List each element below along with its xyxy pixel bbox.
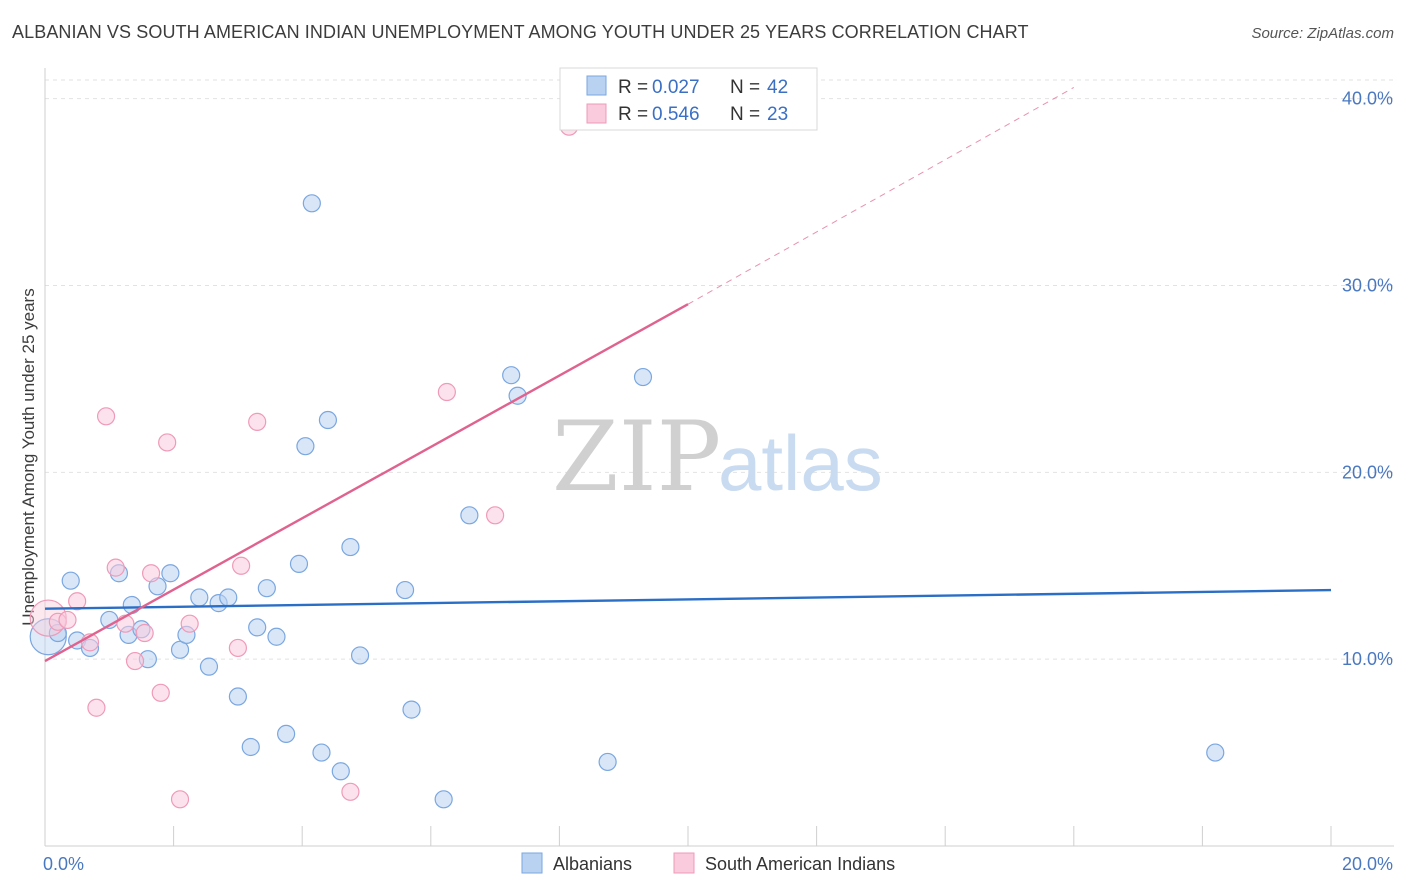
point-south-american-indians — [106, 558, 125, 577]
source-label: Source: ZipAtlas.com — [1251, 25, 1394, 42]
legend-r-label-albanians: R = — [618, 77, 648, 98]
y-tick-label: 20.0% — [1342, 462, 1393, 482]
point-albanians — [257, 579, 276, 598]
point-albanians — [402, 700, 421, 719]
point-south-american-indians — [125, 651, 145, 671]
trend-line-south-american-indians — [44, 303, 689, 663]
y-axis-title: Unemployment Among Youth under 25 years — [19, 288, 38, 625]
point-south-american-indians — [170, 790, 190, 809]
legend-n-label-albanians: N = — [730, 77, 760, 98]
point-south-american-indians — [87, 698, 106, 717]
data-points — [29, 117, 1225, 809]
point-south-american-indians — [135, 623, 154, 643]
legend-n-value-albanians: 42 — [767, 77, 788, 98]
watermark-zip: ZIP — [552, 401, 721, 513]
bottom-legend-label-albanians: Albanians — [553, 854, 632, 874]
point-albanians — [296, 437, 315, 456]
point-albanians — [331, 762, 350, 781]
legend-box: R = 0.027 N = 42 R = 0.546 N = 23 — [559, 67, 818, 131]
point-albanians — [434, 790, 453, 809]
point-south-american-indians — [68, 592, 87, 611]
point-albanians — [219, 588, 238, 607]
bottom-legend-label-south-american-indians: South American Indians — [705, 854, 895, 874]
chart-title: ALBANIAN VS SOUTH AMERICAN INDIAN UNEMPL… — [12, 22, 1029, 42]
point-albanians — [350, 646, 370, 665]
point-albanians — [277, 724, 296, 744]
point-albanians — [341, 537, 360, 557]
legend-r-value-south-american-indians: 0.546 — [652, 104, 700, 125]
point-south-american-indians — [96, 407, 116, 426]
point-albanians — [170, 640, 190, 659]
legend-n-value-south-american-indians: 23 — [767, 104, 788, 125]
legend-r-label-south-american-indians: R = — [618, 104, 648, 125]
x-ticks: 0.0% 20.0% — [43, 826, 1393, 874]
point-albanians — [241, 737, 260, 757]
point-south-american-indians — [437, 382, 456, 402]
y-ticks: 10.0% 20.0% 30.0% 40.0% — [1342, 89, 1393, 669]
watermark: ZIP atlas — [552, 401, 883, 513]
point-albanians — [502, 366, 521, 385]
point-albanians — [395, 580, 415, 600]
y-tick-label: 40.0% — [1342, 89, 1393, 109]
point-albanians — [267, 627, 286, 646]
y-tick-label: 30.0% — [1342, 276, 1393, 296]
point-south-american-indians — [248, 412, 267, 431]
trend-lines — [44, 87, 1332, 663]
point-albanians — [61, 571, 80, 590]
bottom-legend-swatch-south-american-indians — [673, 852, 695, 874]
point-south-american-indians — [151, 683, 170, 702]
point-albanians — [122, 595, 141, 615]
trend-line-extension-south-american-indians — [687, 87, 1075, 305]
point-albanians — [302, 194, 321, 213]
legend-swatch-south-american-indians — [586, 103, 607, 124]
point-albanians — [312, 743, 331, 762]
point-albanians — [190, 588, 209, 607]
bottom-legend: Albanians South American Indians — [521, 852, 895, 874]
legend-swatch-albanians — [586, 75, 607, 96]
x-tick-label: 0.0% — [43, 854, 84, 874]
bottom-legend-swatch-albanians — [521, 852, 543, 874]
point-albanians — [199, 657, 219, 676]
point-south-american-indians — [180, 614, 199, 633]
trend-line-albanians — [44, 588, 1332, 610]
point-south-american-indians — [341, 782, 360, 801]
point-albanians — [289, 554, 309, 573]
point-albanians — [633, 367, 653, 387]
y-tick-label: 10.0% — [1342, 649, 1393, 669]
point-south-american-indians — [141, 564, 161, 583]
point-south-american-indians — [232, 556, 251, 575]
point-south-american-indians — [158, 433, 177, 452]
point-albanians — [318, 410, 338, 430]
point-albanians — [161, 564, 180, 583]
point-albanians — [598, 752, 617, 772]
point-south-american-indians — [228, 638, 247, 658]
axes — [44, 68, 1394, 847]
x-tick-label: 20.0% — [1342, 854, 1393, 874]
watermark-atlas: atlas — [718, 419, 883, 507]
legend-r-value-albanians: 0.027 — [652, 77, 700, 98]
point-albanians — [228, 687, 247, 706]
point-albanians — [460, 506, 479, 525]
point-south-american-indians — [486, 506, 505, 525]
point-albanians — [248, 618, 267, 637]
point-albanians — [1206, 743, 1225, 762]
legend-n-label-south-american-indians: N = — [730, 104, 760, 125]
point-south-american-indians — [58, 610, 77, 630]
